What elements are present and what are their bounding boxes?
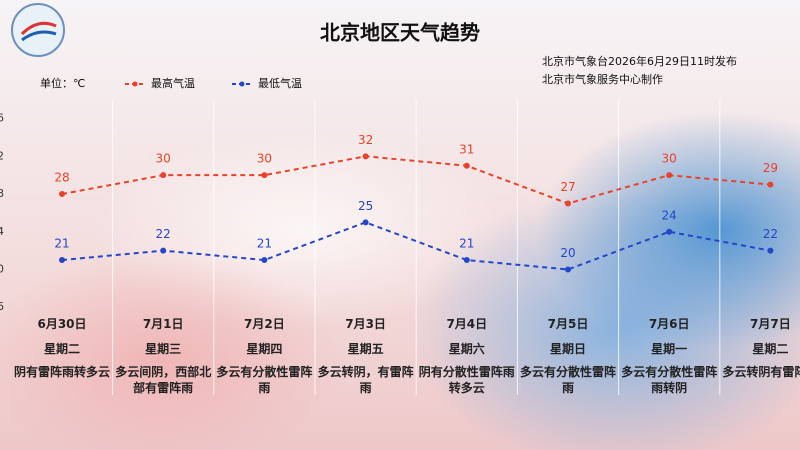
data-point (362, 153, 369, 160)
data-point (160, 247, 167, 254)
data-label: 21 (257, 237, 272, 251)
data-label: 30 (156, 152, 171, 166)
temperature-line (61, 221, 771, 271)
weather-description: 多云有分散性雷阵雨 (216, 365, 313, 395)
legend-label: 最高气温 (151, 76, 195, 90)
y-tick-label: 28 (0, 187, 4, 200)
legend-marker (132, 81, 138, 87)
weekday-label: 星期一 (651, 342, 688, 356)
data-label: 32 (358, 133, 373, 147)
y-tick-label: 24 (0, 225, 4, 238)
weather-description: 多云转阴，有雷阵雨 (317, 365, 414, 395)
data-point (59, 191, 65, 198)
data-point (59, 257, 65, 264)
date-label: 7月6日 (648, 317, 690, 331)
weather-description: 多云有分散性雷阵雨转阴 (621, 365, 718, 395)
date-label: 6月30日 (37, 317, 87, 331)
date-label: 7月1日 (142, 317, 184, 331)
date-label: 7月4日 (446, 317, 488, 331)
data-label: 30 (257, 152, 272, 166)
y-tick-label: 36 (0, 112, 4, 125)
data-point (160, 172, 167, 179)
data-point (261, 172, 268, 179)
data-label: 21 (459, 237, 474, 251)
weekday-label: 星期二 (43, 342, 80, 356)
weather-description: 阴有分散性雷阵雨转多云 (418, 365, 515, 395)
weekday-label: 星期日 (549, 342, 586, 356)
data-point (565, 266, 571, 273)
chart-title: 北京地区天气趋势 (320, 21, 480, 45)
data-point (565, 200, 571, 207)
weekday-label: 星期六 (448, 342, 485, 356)
logo (11, 3, 65, 57)
data-label: 22 (156, 227, 171, 241)
data-point (463, 257, 470, 264)
data-label: 25 (358, 199, 373, 213)
data-label: 31 (459, 142, 474, 156)
weekday-label: 星期三 (145, 342, 182, 356)
data-point (767, 247, 774, 254)
legend-label: 最低气温 (258, 76, 302, 90)
temperature-line (61, 155, 771, 205)
data-point (463, 162, 470, 169)
weather-description: 多云转阴有雷阵雨 (722, 365, 800, 379)
legend-marker (239, 81, 245, 87)
unit-label: 单位：℃ (40, 76, 85, 90)
data-point (261, 257, 268, 264)
date-label: 7月2日 (244, 317, 285, 331)
data-point (666, 228, 673, 235)
data-label: 22 (763, 227, 778, 241)
date-label: 7月5日 (547, 317, 589, 331)
weather-description: 阴有雷阵雨转多云 (14, 365, 111, 379)
data-label: 27 (560, 180, 575, 194)
weekday-label: 星期四 (246, 342, 283, 356)
y-tick-label: 20 (0, 262, 4, 275)
y-tick-label: 16 (0, 300, 4, 313)
data-label: 30 (662, 152, 677, 166)
data-point (767, 181, 774, 188)
data-point (666, 172, 673, 179)
weather-description: 多云间阴，西部北部有雷阵雨 (115, 365, 212, 395)
data-label: 21 (54, 237, 69, 251)
data-label: 24 (662, 208, 677, 222)
y-tick-label: 32 (0, 149, 4, 162)
data-point (362, 219, 369, 226)
publish-info: 北京市气象台2026年6月29日11时发布 (542, 54, 737, 68)
weekday-label: 星期二 (752, 342, 789, 356)
date-label: 7月7日 (750, 317, 791, 331)
date-label: 7月3日 (345, 317, 386, 331)
data-label: 28 (54, 171, 69, 185)
data-label: 20 (560, 246, 575, 260)
producer-info: 北京市气象服务中心制作 (542, 72, 663, 86)
weather-description: 多云有分散性雷阵雨 (520, 365, 617, 395)
weekday-label: 星期五 (347, 342, 384, 356)
data-label: 29 (763, 161, 778, 175)
